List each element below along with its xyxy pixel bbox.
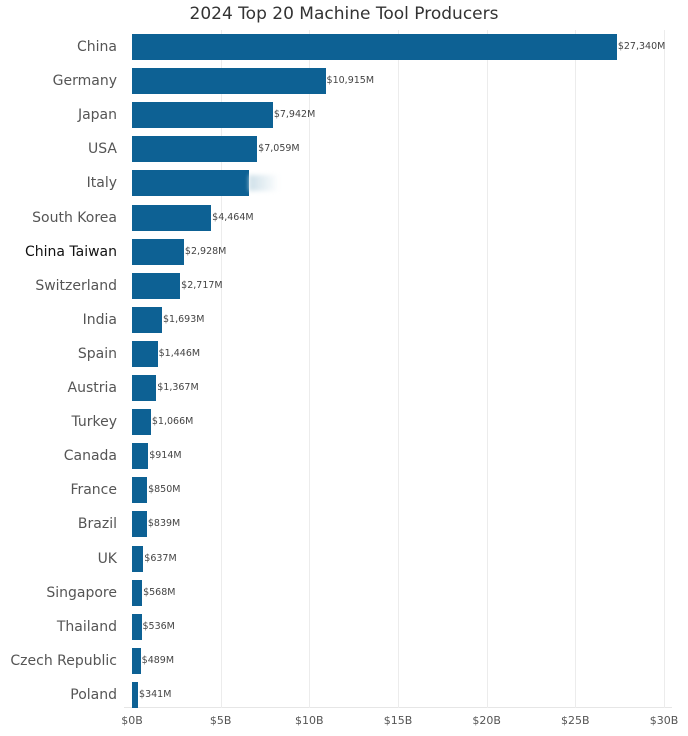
bar bbox=[132, 272, 181, 299]
bar bbox=[132, 681, 139, 708]
value-label: $489M bbox=[141, 654, 175, 666]
value-label: $4,464M bbox=[212, 211, 254, 223]
x-tick-label: $30B bbox=[649, 714, 679, 727]
category-label: Canada bbox=[63, 448, 117, 465]
bar-row: USA $7,059M bbox=[0, 132, 688, 166]
value-label: $1,066M bbox=[151, 416, 194, 428]
bar bbox=[132, 34, 617, 60]
value-label: $568M bbox=[143, 586, 176, 598]
bar-row: Poland $341M bbox=[0, 678, 688, 712]
bar bbox=[132, 409, 151, 436]
bar-row: Singapore $568M bbox=[0, 576, 688, 610]
value-label: $7,942M bbox=[273, 109, 316, 121]
bar bbox=[132, 306, 163, 333]
plot-area bbox=[124, 30, 672, 708]
value-label: $839M bbox=[147, 518, 181, 530]
category-label: Singapore bbox=[46, 584, 117, 601]
category-label: Spain bbox=[77, 345, 117, 362]
category-label: Italy bbox=[86, 175, 117, 192]
bar-row: UK $637M bbox=[0, 542, 688, 576]
category-label: Japan bbox=[77, 107, 117, 124]
gridline bbox=[398, 30, 399, 708]
bar bbox=[132, 477, 148, 504]
category-label: Poland bbox=[70, 686, 117, 703]
bar bbox=[132, 68, 326, 95]
x-tick-label: $5B bbox=[209, 714, 232, 727]
bar-row: Spain $1,446M bbox=[0, 337, 688, 371]
chart-title: 2024 Top 20 Machine Tool Producers bbox=[189, 4, 499, 24]
bar bbox=[132, 204, 212, 231]
value-label: $27,340M bbox=[617, 41, 666, 52]
bar-row: France $850M bbox=[0, 473, 688, 507]
category-label: Germany bbox=[52, 73, 117, 90]
bar-row: Japan $7,942M bbox=[0, 98, 688, 132]
value-label: $1,367M bbox=[157, 382, 199, 393]
bar bbox=[132, 136, 258, 163]
x-tick-label: $0B bbox=[121, 714, 143, 727]
bar-row: Brazil $839M bbox=[0, 507, 688, 541]
category-label: France bbox=[70, 482, 117, 499]
bar-row: China $27,340M bbox=[0, 30, 688, 64]
gridline bbox=[486, 30, 488, 708]
bar-row: Turkey $1,066M bbox=[0, 405, 688, 439]
bar-row: Switzerland $2,717M bbox=[0, 269, 688, 303]
bar bbox=[132, 238, 184, 265]
gridline bbox=[575, 30, 577, 708]
bar bbox=[132, 613, 142, 640]
category-label: Thailand bbox=[56, 618, 117, 635]
bar bbox=[132, 579, 143, 606]
value-label: $850M bbox=[148, 484, 181, 496]
bar bbox=[132, 170, 250, 197]
x-tick-label: $20B bbox=[472, 714, 501, 727]
bar-row: Czech Republic $489M bbox=[0, 644, 688, 678]
category-label: Turkey bbox=[71, 414, 117, 431]
bar bbox=[132, 340, 158, 367]
value-label: $536M bbox=[142, 620, 175, 632]
value-label: $637M bbox=[144, 552, 177, 564]
value-label: $1,446M bbox=[158, 347, 201, 359]
bar-row: India $1,693M bbox=[0, 303, 688, 337]
value-label: $1,693M bbox=[163, 313, 205, 325]
gridline bbox=[220, 30, 222, 708]
bar bbox=[132, 647, 141, 674]
bar-row: Canada $914M bbox=[0, 439, 688, 473]
bar bbox=[132, 511, 147, 538]
bar-row: China Taiwan $2,928M bbox=[0, 235, 688, 269]
bar-row: Thailand $536M bbox=[0, 610, 688, 644]
value-label: $2,928M bbox=[184, 245, 227, 257]
x-tick-label: $10B bbox=[295, 714, 324, 727]
bar bbox=[132, 375, 157, 401]
category-label: Switzerland bbox=[35, 277, 117, 294]
value-label: $7,059M bbox=[258, 143, 300, 155]
x-tick-label: $15B bbox=[383, 714, 413, 727]
bar bbox=[132, 102, 273, 129]
category-label: China Taiwan bbox=[24, 243, 117, 260]
category-label: South Korea bbox=[32, 209, 117, 226]
gridline bbox=[664, 30, 665, 708]
obscured-value-label bbox=[249, 175, 280, 192]
value-label: $10,915M bbox=[326, 75, 375, 87]
gridline bbox=[309, 30, 311, 708]
category-label: UK bbox=[97, 550, 117, 567]
category-label: Czech Republic bbox=[10, 652, 117, 669]
value-label: $341M bbox=[139, 688, 172, 700]
value-label: $2,717M bbox=[181, 279, 223, 291]
bar-row: Italy bbox=[0, 166, 688, 200]
category-label: Austria bbox=[67, 380, 117, 396]
bar bbox=[132, 545, 144, 572]
category-label: China bbox=[77, 39, 117, 55]
bar bbox=[132, 443, 149, 470]
bar-row: South Korea $4,464M bbox=[0, 201, 688, 235]
bar-row: Austria $1,367M bbox=[0, 371, 688, 405]
category-label: USA bbox=[88, 141, 117, 158]
bar-row: Germany $10,915M bbox=[0, 64, 688, 98]
category-label: India bbox=[82, 311, 117, 328]
x-tick-label: $25B bbox=[561, 714, 590, 727]
category-label: Brazil bbox=[77, 516, 117, 533]
value-label: $914M bbox=[149, 450, 182, 462]
